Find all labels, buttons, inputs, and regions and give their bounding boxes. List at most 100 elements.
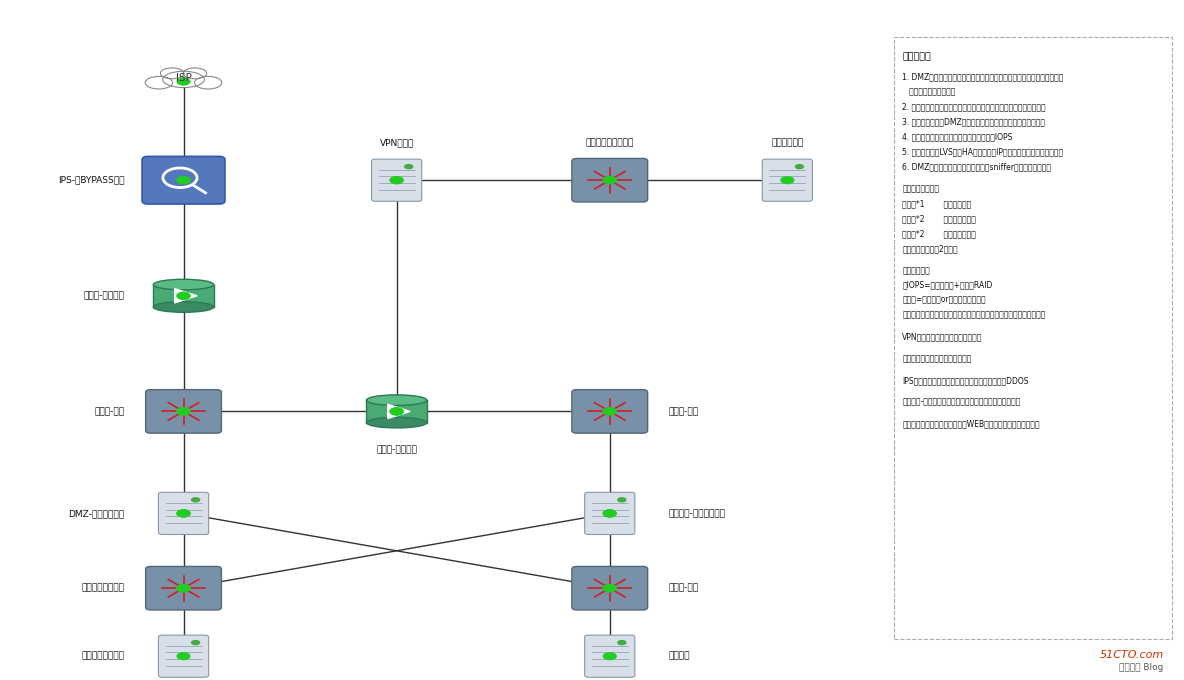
Circle shape <box>794 164 804 169</box>
Text: 图中所有设备都有多台，提供冗余: 图中所有设备都有多台，提供冗余 <box>902 354 972 363</box>
Circle shape <box>176 509 191 517</box>
Circle shape <box>390 407 404 415</box>
FancyBboxPatch shape <box>572 158 648 202</box>
Text: 总体思路：: 总体思路： <box>902 52 931 61</box>
Circle shape <box>176 509 191 517</box>
Circle shape <box>176 652 191 660</box>
Text: 5. 负载均衡器从LVS转向HA，节省公网IP地址，简化配置，增加扩展性: 5. 负载均衡器从LVS转向HA，节省公网IP地址，简化配置，增加扩展性 <box>902 148 1063 156</box>
Ellipse shape <box>184 68 207 79</box>
Ellipse shape <box>194 76 221 89</box>
Text: 共享存储可以简化配置，集中管理，提供冗余，节省成本，提高扩展性: 共享存储可以简化配置，集中管理，提供冗余，节省成本，提高扩展性 <box>902 311 1045 320</box>
FancyBboxPatch shape <box>894 37 1172 639</box>
Text: ISP: ISP <box>175 73 192 83</box>
Circle shape <box>603 509 617 517</box>
Circle shape <box>604 177 616 184</box>
FancyBboxPatch shape <box>572 566 648 610</box>
Circle shape <box>176 407 191 415</box>
Text: 虚拟化管理服务器: 虚拟化管理服务器 <box>82 651 124 661</box>
Text: 内部网络-区域服务器可增加漏洞扫描工具，做安全加固用: 内部网络-区域服务器可增加漏洞扫描工具，做安全加固用 <box>902 398 1021 407</box>
FancyBboxPatch shape <box>154 284 213 307</box>
FancyBboxPatch shape <box>572 390 648 433</box>
Text: 存储区域: 存储区域 <box>669 651 690 661</box>
FancyBboxPatch shape <box>585 492 635 534</box>
Circle shape <box>603 652 617 660</box>
FancyBboxPatch shape <box>372 159 422 201</box>
Text: 服务器网卡配置：: 服务器网卡配置： <box>902 184 939 193</box>
Text: 防火墙-双机冗余: 防火墙-双机冗余 <box>377 445 417 454</box>
Ellipse shape <box>154 302 214 312</box>
Text: IPS-有BYPASS功能: IPS-有BYPASS功能 <box>58 175 124 185</box>
Circle shape <box>603 584 617 592</box>
Text: 存储服务器：: 存储服务器： <box>902 266 929 275</box>
Circle shape <box>603 407 617 415</box>
Circle shape <box>603 176 617 184</box>
FancyBboxPatch shape <box>142 156 225 204</box>
FancyBboxPatch shape <box>146 390 221 433</box>
Text: 存储口*2        连接存储服务器: 存储口*2 连接存储服务器 <box>902 214 976 223</box>
FancyBboxPatch shape <box>159 492 208 534</box>
Circle shape <box>176 584 191 592</box>
FancyBboxPatch shape <box>159 635 208 677</box>
Circle shape <box>176 176 191 184</box>
Circle shape <box>617 497 626 503</box>
FancyBboxPatch shape <box>762 159 812 201</box>
Circle shape <box>176 78 191 86</box>
Text: 公司内部网络交换机: 公司内部网络交换机 <box>586 139 633 148</box>
Text: 4. 存储区域负责提供存储容里，共享存储，IOPS: 4. 存储区域负责提供存储容里，共享存储，IOPS <box>902 133 1012 141</box>
Text: 51CTO.com: 51CTO.com <box>1100 649 1164 660</box>
FancyBboxPatch shape <box>146 566 221 610</box>
Text: 管理口*1        虚拟化管理口: 管理口*1 虚拟化管理口 <box>902 199 971 208</box>
Text: VPN服务器使用双网卡配置多重网络: VPN服务器使用双网卡配置多重网络 <box>902 333 983 341</box>
Text: 因此可能需要额外2个网口: 因此可能需要额外2个网口 <box>902 244 958 253</box>
Circle shape <box>604 585 616 592</box>
Text: 内部网络-区域服务器组: 内部网络-区域服务器组 <box>669 509 726 518</box>
Text: 公司内部网络: 公司内部网络 <box>771 139 804 148</box>
Circle shape <box>603 584 617 592</box>
Text: 3. 内部防火墙隔离DMZ、内部网络，管理网络，做安全访问规则: 3. 内部防火墙隔离DMZ、内部网络，管理网络，做安全访问规则 <box>902 118 1045 126</box>
Text: 1. DMZ区域和内网区域通过专用防火墙隔离，不再通过边界防火墙相连，: 1. DMZ区域和内网区域通过专用防火墙隔离，不再通过边界防火墙相连， <box>902 73 1063 82</box>
Ellipse shape <box>367 418 427 428</box>
Circle shape <box>176 292 191 300</box>
Text: 虚拟化管理交换机: 虚拟化管理交换机 <box>82 583 124 593</box>
Circle shape <box>390 407 404 415</box>
Ellipse shape <box>154 279 214 290</box>
Text: 高速率=直连存储or万兆口上联交换机: 高速率=直连存储or万兆口上联交换机 <box>902 296 986 305</box>
Circle shape <box>390 176 404 184</box>
Circle shape <box>191 640 200 645</box>
Text: DMZ-区域服务器组: DMZ-区域服务器组 <box>69 509 124 518</box>
Text: 交换机-堆叠: 交换机-堆叠 <box>669 407 699 416</box>
Circle shape <box>780 176 794 184</box>
Text: 高IOPS=千兆交换机+多硬盘RAID: 高IOPS=千兆交换机+多硬盘RAID <box>902 281 992 290</box>
Circle shape <box>176 584 191 592</box>
Circle shape <box>603 407 617 415</box>
Circle shape <box>603 509 617 517</box>
Text: 交换机-堆叠: 交换机-堆叠 <box>669 583 699 593</box>
Circle shape <box>176 584 191 592</box>
Polygon shape <box>175 289 197 303</box>
Ellipse shape <box>146 76 173 89</box>
Circle shape <box>176 509 191 517</box>
Circle shape <box>603 584 617 592</box>
Circle shape <box>390 176 404 184</box>
Circle shape <box>191 497 200 503</box>
Text: 交换机-堆叠: 交换机-堆叠 <box>95 407 124 416</box>
FancyBboxPatch shape <box>367 400 426 422</box>
Text: 6. DMZ区域交换机作端口镜像，使用sniffer，科来做流量分析: 6. DMZ区域交换机作端口镜像，使用sniffer，科来做流量分析 <box>902 163 1051 171</box>
Circle shape <box>404 164 413 169</box>
Circle shape <box>176 407 191 415</box>
FancyBboxPatch shape <box>585 635 635 677</box>
Text: 可以使用一些应用层防火墙放在WEB服务器前端，提供各项保护: 可以使用一些应用层防火墙放在WEB服务器前端，提供各项保护 <box>902 420 1040 428</box>
Ellipse shape <box>160 68 184 79</box>
Circle shape <box>390 407 404 415</box>
Text: 技术博客 Blog: 技术博客 Blog <box>1120 663 1164 672</box>
Ellipse shape <box>162 71 205 88</box>
Text: 减轻边界防火墙的压力: 减轻边界防火墙的压力 <box>902 88 955 97</box>
Text: 2. 服务器全部实行虚拟化，并将虚拟化网络和生产环境网络物理隔离: 2. 服务器全部实行虚拟化，并将虚拟化网络和生产环境网络物理隔离 <box>902 103 1045 112</box>
Circle shape <box>604 408 616 415</box>
Circle shape <box>603 176 617 184</box>
Circle shape <box>617 640 626 645</box>
Text: 业务口*2        正常业务连接口: 业务口*2 正常业务连接口 <box>902 229 976 238</box>
Circle shape <box>176 176 191 184</box>
Circle shape <box>603 509 617 517</box>
Text: IPS设备提供防止常见的流量攻击，限速，限包，DDOS: IPS设备提供防止常见的流量攻击，限速，限包，DDOS <box>902 376 1029 385</box>
